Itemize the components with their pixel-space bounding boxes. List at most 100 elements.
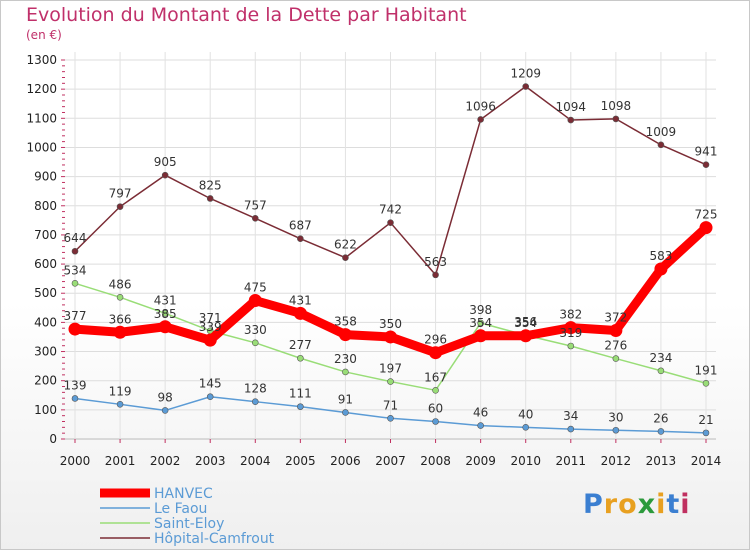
data-label: 1096 — [465, 99, 496, 113]
data-label: 563 — [424, 255, 447, 269]
data-point — [113, 325, 127, 339]
legend-label: HANVEC — [154, 486, 213, 502]
data-label: 1209 — [510, 67, 541, 81]
data-point — [612, 115, 620, 123]
data-label: 46 — [473, 406, 488, 420]
y-tick-label: 400 — [34, 315, 57, 329]
x-tick-label: 2011 — [556, 454, 587, 468]
data-point — [567, 116, 575, 124]
data-label: 339 — [199, 320, 222, 334]
data-label: 431 — [154, 293, 177, 307]
y-tick-label: 1300 — [26, 53, 57, 67]
data-point — [161, 171, 169, 179]
data-label: 71 — [383, 398, 398, 412]
data-label: 583 — [649, 249, 672, 263]
logo-letter: i — [680, 489, 691, 520]
data-label: 377 — [64, 309, 87, 323]
data-label: 276 — [604, 339, 627, 353]
data-point — [519, 329, 533, 343]
data-label: 431 — [289, 293, 312, 307]
data-label: 372 — [604, 311, 627, 325]
data-label: 119 — [109, 384, 132, 398]
data-label: 40 — [518, 407, 533, 421]
data-point — [342, 368, 349, 376]
data-point — [71, 280, 79, 287]
x-tick-label: 2009 — [465, 454, 496, 468]
data-label: 385 — [154, 307, 177, 321]
data-point — [293, 306, 307, 320]
data-point — [203, 333, 217, 347]
data-point — [116, 203, 124, 210]
data-label: 382 — [559, 308, 582, 322]
data-point — [609, 324, 623, 338]
legend-label: Le Faou — [154, 501, 207, 517]
data-point — [71, 395, 79, 402]
data-point — [564, 321, 578, 335]
data-point — [342, 254, 349, 261]
data-point — [657, 367, 665, 375]
logo-letter: t — [666, 489, 681, 520]
data-point — [477, 422, 484, 429]
data-point — [338, 328, 352, 342]
data-point — [477, 116, 484, 123]
data-label: 139 — [64, 378, 87, 392]
data-label: 91 — [338, 392, 353, 406]
data-label: 1009 — [646, 125, 677, 139]
y-tick-label: 100 — [34, 403, 57, 417]
data-point — [297, 354, 304, 362]
data-label: 145 — [199, 377, 222, 391]
data-point — [432, 418, 439, 425]
data-label: 797 — [109, 187, 132, 201]
data-label: 26 — [653, 411, 668, 425]
data-label: 725 — [695, 208, 718, 222]
data-point — [161, 310, 169, 317]
data-label: 296 — [424, 333, 447, 347]
data-label: 277 — [289, 338, 312, 352]
data-label: 30 — [608, 410, 623, 424]
data-point — [657, 141, 665, 149]
legend-label: Saint-Eloy — [154, 516, 224, 532]
data-point — [384, 330, 397, 344]
data-point — [206, 195, 214, 202]
data-point — [206, 393, 214, 401]
x-tick-label: 2012 — [601, 454, 632, 468]
data-label: 128 — [244, 382, 267, 396]
data-point — [432, 271, 439, 279]
y-tick-label: 200 — [34, 374, 57, 388]
x-tick-label: 2001 — [105, 454, 136, 468]
logo-letter: P — [583, 489, 604, 520]
data-point — [567, 425, 575, 433]
data-point — [429, 346, 443, 360]
y-tick-label: 600 — [34, 257, 57, 271]
data-point — [522, 424, 530, 431]
data-point — [71, 247, 79, 255]
data-label: 941 — [695, 145, 718, 159]
legend-label: Hôpital-Camfrout — [154, 531, 275, 547]
data-label: 622 — [334, 238, 357, 252]
data-label: 475 — [244, 281, 267, 295]
data-point — [251, 398, 259, 405]
data-label: 21 — [698, 413, 713, 427]
data-point — [387, 219, 394, 226]
data-label: 167 — [424, 370, 447, 384]
y-tick-label: 1000 — [26, 140, 57, 154]
data-label: 371 — [199, 311, 222, 325]
data-label: 98 — [158, 390, 173, 404]
data-label: 1098 — [601, 99, 632, 113]
data-label: 234 — [649, 351, 672, 365]
data-point — [158, 320, 172, 334]
y-tick-label: 1100 — [26, 111, 57, 125]
data-label: 319 — [559, 326, 582, 340]
data-point — [432, 387, 439, 394]
data-label: 60 — [428, 402, 443, 416]
data-label: 197 — [379, 362, 402, 376]
data-label: 354 — [469, 316, 492, 330]
data-label: 825 — [199, 178, 222, 192]
x-tick-label: 2002 — [150, 454, 181, 468]
data-point — [522, 83, 530, 90]
data-label: 687 — [289, 219, 312, 233]
data-labels: 644 797 905 825 757 687 622 742 563 1096 1209 1094 1… — [64, 67, 718, 427]
